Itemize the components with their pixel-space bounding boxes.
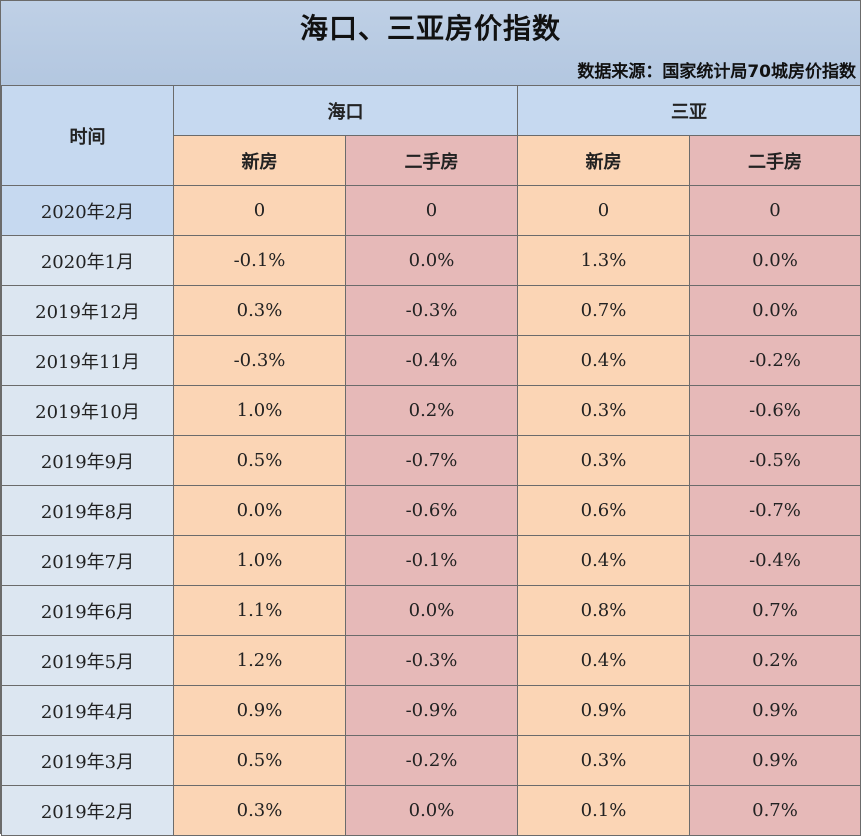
date-cell: 2019年8月 [1,485,174,536]
sanya-second-hand-value: -0.5% [689,435,861,486]
price-index-table: 时间 海口 三亚 新房 二手房 新房 二手房 2020年2月 0 0 0 0 2020年1… [1,85,861,836]
haikou-new-house-value: 1.1% [173,585,346,636]
sanya-new-house-value: 0.4% [517,635,690,686]
haikou-second-hand-value: -0.7% [345,435,518,486]
sanya-second-hand-value: 0.7% [689,585,861,636]
sanya-second-hand-value: -0.2% [689,335,861,386]
sanya-second-hand-value: 0.0% [689,235,861,286]
header-row-types: 新房 二手房 新房 二手房 [2,135,861,186]
city-header-sanya: 三亚 [517,85,861,136]
date-cell: 2019年9月 [1,435,174,486]
date-cell: 2019年7月 [1,535,174,586]
sanya-new-house-value: 0.8% [517,585,690,636]
haikou-new-house-value: 0.3% [173,785,346,836]
table-row: 2019年4月 0.9% -0.9% 0.9% 0.9% [1,685,861,736]
table-row: 2019年5月 1.2% -0.3% 0.4% 0.2% [1,635,861,686]
haikou-new-house-value: 1.0% [173,385,346,436]
haikou-new-house-value: 0 [173,185,346,236]
table-row: 2019年9月 0.5% -0.7% 0.3% -0.5% [1,435,861,486]
date-cell: 2020年1月 [1,235,174,286]
sanya-new-house-value: 0 [517,185,690,236]
sanya-new-house-value: 0.3% [517,385,690,436]
haikou-new-house-value: -0.1% [173,235,346,286]
haikou-new-house-value: 1.2% [173,635,346,686]
table-row: 2019年7月 1.0% -0.1% 0.4% -0.4% [1,535,861,586]
sanya-second-hand-value: 0.9% [689,685,861,736]
sanya-new-house-value: 0.6% [517,485,690,536]
sanya-second-hand-value: -0.6% [689,385,861,436]
haikou-second-hand-value: -0.4% [345,335,518,386]
haikou-new-house-value: -0.3% [173,335,346,386]
table-row: 2019年8月 0.0% -0.6% 0.6% -0.7% [1,485,861,536]
table-row: 2019年11月 -0.3% -0.4% 0.4% -0.2% [1,335,861,386]
date-cell: 2019年11月 [1,335,174,386]
haikou-second-hand-value: 0.0% [345,585,518,636]
data-source-note: 数据来源：国家统计局70城房价指数 [577,62,856,82]
sanya-second-hand-header: 二手房 [689,135,861,186]
haikou-new-house-header: 新房 [173,135,346,186]
haikou-second-hand-value: 0 [345,185,518,236]
haikou-new-house-value: 0.5% [173,735,346,786]
date-cell: 2019年10月 [1,385,174,436]
date-cell: 2019年3月 [1,735,174,786]
haikou-second-hand-value: -0.2% [345,735,518,786]
chart-title: 海口、三亚房价指数 [299,12,561,45]
sanya-second-hand-value: 0.0% [689,285,861,336]
sanya-second-hand-value: 0 [689,185,861,236]
haikou-new-house-value: 0.0% [173,485,346,536]
date-cell: 2019年6月 [1,585,174,636]
table-row: 2019年6月 1.1% 0.0% 0.8% 0.7% [1,585,861,636]
sanya-new-house-value: 0.1% [517,785,690,836]
haikou-second-hand-value: -0.3% [345,285,518,336]
haikou-second-hand-value: 0.2% [345,385,518,436]
sanya-new-house-value: 0.9% [517,685,690,736]
date-cell: 2019年12月 [1,285,174,336]
sanya-second-hand-value: 0.9% [689,735,861,786]
sanya-new-house-value: 0.7% [517,285,690,336]
haikou-second-hand-value: -0.1% [345,535,518,586]
sanya-new-house-value: 1.3% [517,235,690,286]
sanya-second-hand-value: -0.4% [689,535,861,586]
haikou-second-hand-value: 0.0% [345,785,518,836]
haikou-new-house-value: 0.3% [173,285,346,336]
sanya-second-hand-value: 0.2% [689,635,861,686]
date-cell: 2019年2月 [1,785,174,836]
sanya-second-hand-value: -0.7% [689,485,861,536]
sanya-new-house-value: 0.3% [517,735,690,786]
table-row: 2020年1月 -0.1% 0.0% 1.3% 0.0% [1,235,861,286]
haikou-second-hand-value: 0.0% [345,235,518,286]
haikou-new-house-value: 0.9% [173,685,346,736]
city-header-haikou: 海口 [173,85,518,136]
sanya-new-house-value: 0.4% [517,335,690,386]
haikou-second-hand-value: -0.3% [345,635,518,686]
table-row: 2019年2月 0.3% 0.0% 0.1% 0.7% [1,785,861,836]
table-row: 2019年3月 0.5% -0.2% 0.3% 0.9% [1,735,861,786]
table-row: 2019年12月 0.3% -0.3% 0.7% 0.0% [1,285,861,336]
sanya-second-hand-value: 0.7% [689,785,861,836]
haikou-second-hand-header: 二手房 [345,135,518,186]
sanya-new-house-header: 新房 [517,135,690,186]
haikou-new-house-value: 1.0% [173,535,346,586]
sanya-new-house-value: 0.4% [517,535,690,586]
title-bar: 海口、三亚房价指数 数据来源：国家统计局70城房价指数 [1,1,860,86]
table-row: 2020年2月 0 0 0 0 [1,185,861,236]
date-cell: 2019年4月 [1,685,174,736]
haikou-second-hand-value: -0.6% [345,485,518,536]
sanya-new-house-value: 0.3% [517,435,690,486]
date-cell: 2019年5月 [1,635,174,686]
haikou-new-house-value: 0.5% [173,435,346,486]
date-cell: 2020年2月 [1,185,174,236]
table-row: 2019年10月 1.0% 0.2% 0.3% -0.6% [1,385,861,436]
header-row-cities: 时间 海口 三亚 [1,85,861,186]
haikou-second-hand-value: -0.9% [345,685,518,736]
time-column-header: 时间 [1,85,174,186]
